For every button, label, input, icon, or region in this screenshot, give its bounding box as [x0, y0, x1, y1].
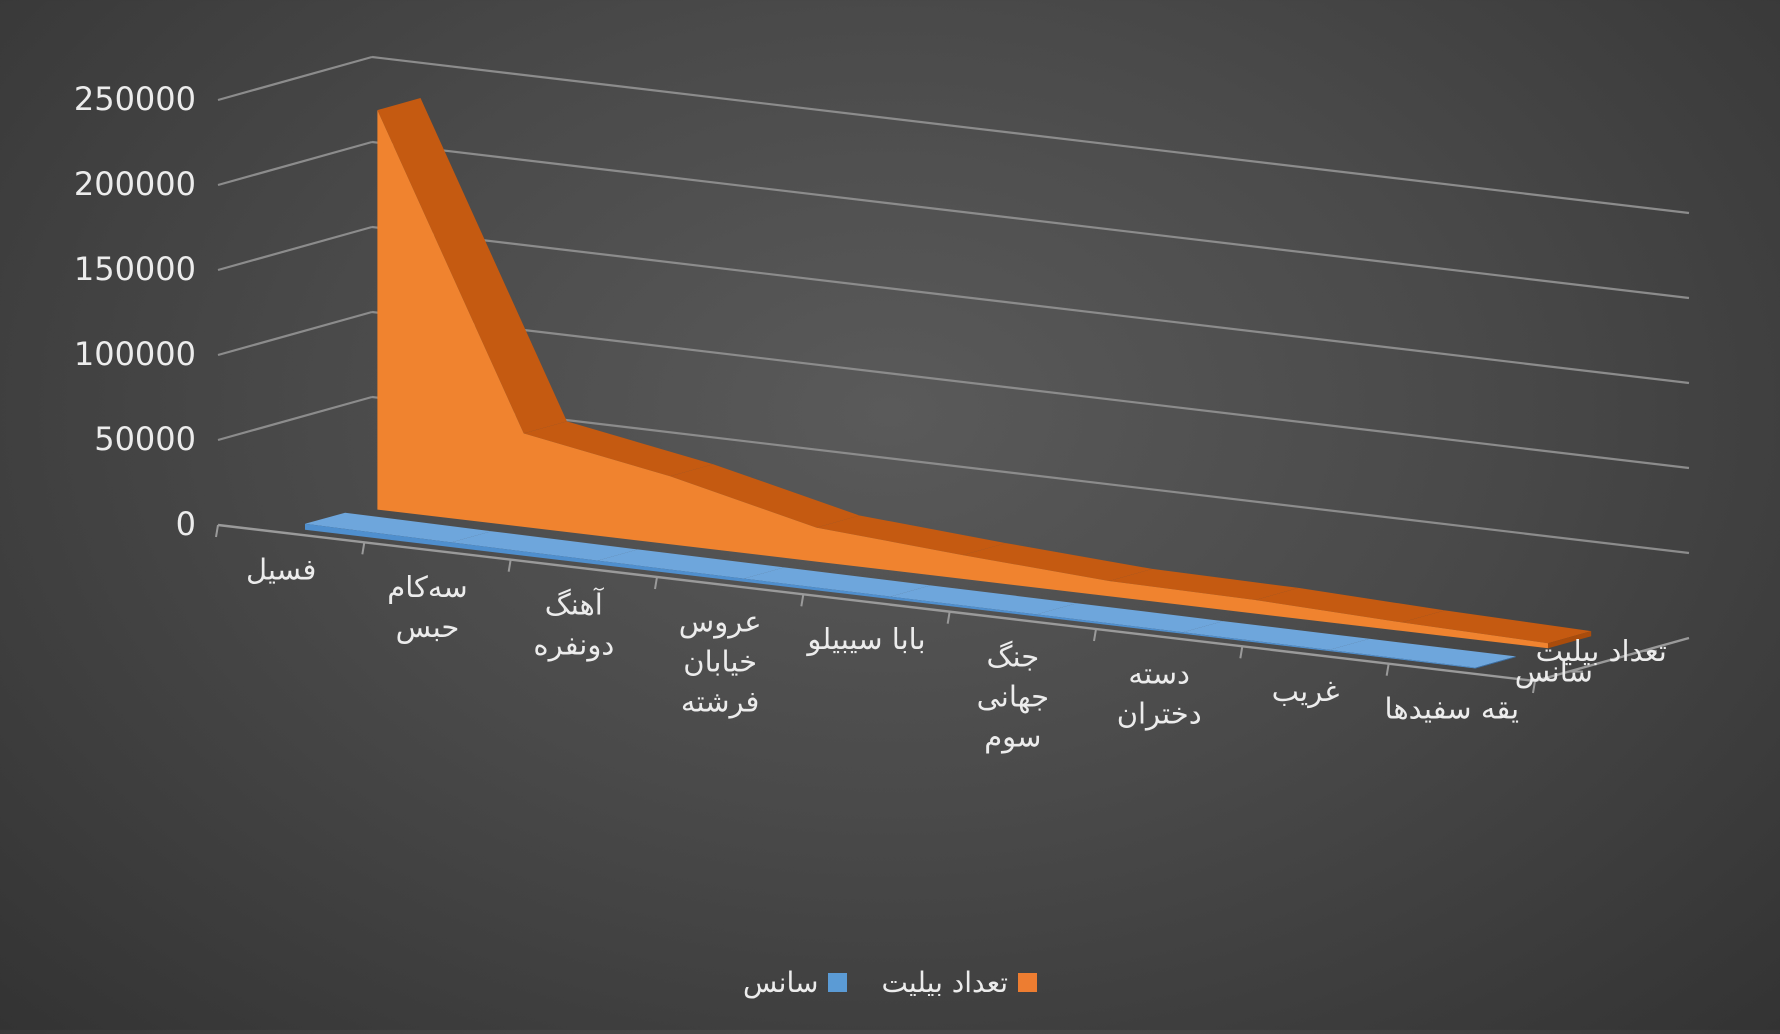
x-tick-label-line: بابا سیبیلو [805, 622, 925, 656]
x-tick-label: آهنگ دونفره [533, 586, 614, 661]
y-tick-label: 0 [176, 505, 196, 543]
x-tick-label-line: آهنگ [545, 586, 605, 621]
gridline-side [218, 312, 372, 355]
x-tick-label-line: حبس [396, 610, 460, 644]
x-tick [801, 594, 803, 606]
x-tick [362, 542, 364, 554]
series-front-face [377, 110, 1548, 648]
x-tick-label-line: دختران [1117, 697, 1202, 731]
x-tick-label-line: دونفره [533, 627, 614, 661]
x-tick-label: عروس خیابان فرشته [679, 605, 762, 719]
x-tick-label-line: فرشته [681, 685, 759, 719]
legend: تعداد بیلیت سانس [0, 966, 1780, 999]
gridline-side [218, 57, 372, 100]
gridline [372, 57, 1689, 213]
series-top-face [1037, 603, 1223, 632]
x-tick-label: جنگ جهانی سوم [977, 639, 1049, 753]
y-tick-label: 50000 [94, 420, 196, 458]
y-tick-label: 100000 [74, 335, 196, 373]
gridline-side [218, 227, 372, 270]
x-tick-label-line: عروس [679, 605, 762, 639]
x-tick [509, 560, 511, 572]
legend-label-series-a: سانس [743, 966, 818, 999]
x-tick-label-line: سوم [984, 719, 1041, 753]
gridline [372, 227, 1689, 383]
x-tick-label: فسیل [246, 553, 316, 587]
series-top-face [1183, 621, 1369, 650]
x-tick-label-line: فسیل [246, 553, 316, 587]
x-tick-label-line: سه‌کام [387, 570, 467, 604]
legend-label-series-b: تعداد بیلیت [881, 966, 1008, 999]
x-tick-label: غریب [1272, 674, 1340, 708]
y-tick-label: 250000 [74, 80, 196, 118]
y-tick-label: 150000 [74, 250, 196, 288]
gridline [372, 142, 1689, 298]
x-tick-label-line: یقه سفیدها [1385, 691, 1520, 725]
legend-swatch-series-b [1018, 973, 1037, 992]
y-axis-labels: 0 50000 100000 150000 200000 250000 [74, 80, 196, 543]
x-tick-label: دسته دختران [1117, 657, 1202, 731]
x-tick-label: بابا سیبیلو [805, 622, 925, 656]
x-tick-label-line: جهانی [977, 679, 1049, 713]
x-tick-label: سه‌کام حبس [387, 570, 467, 644]
x-tick [655, 577, 657, 589]
x-tick-label: یقه سفیدها [1385, 691, 1520, 725]
series-top-face [1329, 639, 1515, 668]
legend-item-series-a: سانس [743, 966, 847, 999]
x-tick-label-line: دسته [1128, 657, 1190, 691]
legend-swatch-series-a [828, 973, 847, 992]
x-tick [216, 525, 218, 537]
gridline-side [218, 142, 372, 185]
x-tick-label-line: خیابان [683, 645, 757, 679]
x-tick [1240, 646, 1242, 658]
x-tick-label-line: جنگ [987, 639, 1040, 673]
depth-tick-label: تعداد بیلیت [1536, 634, 1667, 668]
gridline-side [218, 397, 372, 440]
x-tick [1387, 664, 1389, 676]
legend-item-series-b: تعداد بیلیت [881, 966, 1037, 999]
y-tick-label: 200000 [74, 165, 196, 203]
x-tick [948, 612, 950, 624]
x-tick-label-line: غریب [1272, 674, 1340, 708]
x-tick [1094, 629, 1096, 641]
